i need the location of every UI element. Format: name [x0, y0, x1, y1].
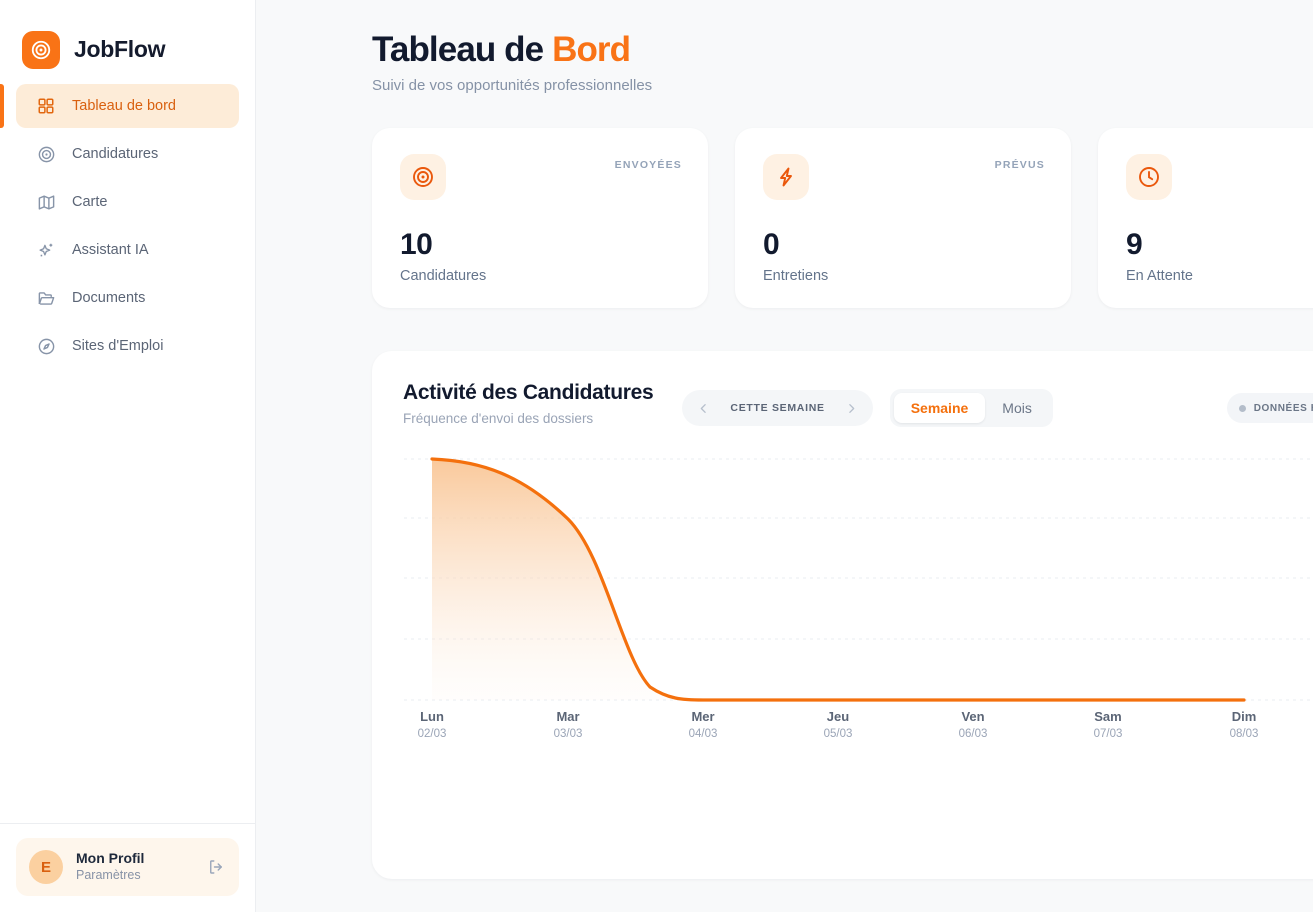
page-title-main: Tableau de	[372, 30, 553, 69]
sidebar-item-assistant-ia[interactable]: Assistant IA	[16, 228, 239, 272]
x-tick-date: 02/03	[417, 728, 447, 741]
chart-plot[interactable]	[372, 447, 1313, 747]
sidebar-item-carte[interactable]: Carte	[16, 180, 239, 224]
brand-name: JobFlow	[74, 36, 166, 62]
x-tick: Mer 04/03	[689, 709, 718, 740]
sidebar: JobFlow Tableau de bord	[0, 0, 256, 912]
x-tick: Jeu 05/03	[824, 709, 853, 740]
x-tick-date: 07/03	[1093, 728, 1123, 741]
stat-label: En Attente	[1126, 268, 1193, 285]
status-badge: DONNÉES HEBDOMADAIRES	[1226, 393, 1313, 424]
stat-tag: PRÉVUS	[994, 159, 1045, 172]
range-toggle: Semaine Mois	[889, 389, 1053, 428]
page-title: Tableau de Bord	[372, 30, 1313, 70]
profile-name: Mon Profil	[76, 850, 145, 867]
logout-icon[interactable]	[205, 856, 227, 878]
period-label: CETTE SEMAINE	[730, 402, 825, 415]
x-tick: Dim 08/03	[1230, 709, 1259, 740]
avatar: E	[29, 850, 63, 884]
sidebar-item-label: Assistant IA	[72, 242, 149, 258]
sidebar-item-documents[interactable]: Documents	[16, 276, 239, 320]
stat-tag: ENVOYÉES	[614, 159, 682, 172]
sidebar-item-label: Sites d'Emploi	[72, 338, 164, 354]
sidebar-item-label: Carte	[72, 194, 108, 210]
chart-line	[430, 457, 1246, 702]
badge-dot-icon	[1238, 404, 1246, 412]
x-tick-day: Lun	[420, 709, 444, 725]
stat-value: 0	[763, 228, 780, 262]
chevron-left-icon[interactable]	[690, 395, 716, 421]
stat-label: Candidatures	[400, 268, 487, 285]
chart-x-axis: Lun 02/03 Mar 03/03 Mer 04/03 Jeu 05/03 …	[372, 709, 1313, 759]
x-tick-day: Mar	[556, 709, 580, 725]
chart-title: Activité des Candidatures	[403, 381, 654, 405]
main-content: Tableau de Bord Suivi de vos opportunité…	[256, 0, 1313, 912]
map-icon	[36, 192, 56, 212]
x-tick-date: 03/03	[553, 728, 583, 741]
sidebar-item-label: Documents	[72, 290, 146, 306]
sidebar-item-label: Tableau de bord	[72, 98, 176, 114]
brand[interactable]: JobFlow	[0, 0, 255, 80]
page-subtitle: Suivi de vos opportunités professionnell…	[372, 77, 653, 95]
sidebar-item-label: Candidatures	[72, 146, 159, 162]
x-tick-date: 04/03	[688, 728, 718, 741]
sidebar-item-tableau-de-bord[interactable]: Tableau de bord	[0, 84, 239, 128]
chart-area-fill	[432, 459, 703, 701]
bolt-icon	[763, 154, 809, 201]
sparkles-icon	[36, 240, 56, 260]
stat-card-entretiens[interactable]: PRÉVUS 0 Entretiens	[735, 128, 1071, 309]
stat-card-top	[1126, 154, 1313, 201]
profile-subtitle: Paramètres	[76, 867, 141, 882]
x-tick: Mar 03/03	[554, 709, 583, 740]
x-tick-day: Sam	[1094, 709, 1122, 725]
x-tick-day: Jeu	[826, 709, 850, 725]
x-tick: Lun 02/03	[418, 709, 447, 740]
target-icon	[400, 154, 446, 201]
folder-icon	[36, 288, 56, 308]
x-tick-day: Dim	[1231, 709, 1257, 725]
stat-card-top: ENVOYÉES	[400, 154, 682, 201]
profile-card[interactable]: E Mon Profil Paramètres	[16, 838, 239, 896]
chart-controls: CETTE SEMAINE Semaine Mois DONNÉES HEBDO…	[682, 381, 1313, 428]
chart-titles: Activité des Candidatures Fréquence d'en…	[403, 381, 654, 427]
activity-chart-card: Activité des Candidatures Fréquence d'en…	[372, 351, 1313, 880]
x-tick-day: Mer	[691, 709, 715, 725]
sidebar-nav: Tableau de bord Candidatures	[0, 82, 255, 370]
sidebar-item-candidatures[interactable]: Candidatures	[16, 132, 239, 176]
chart-svg	[404, 457, 1313, 702]
x-tick-day: Ven	[961, 709, 985, 725]
chevron-right-icon[interactable]	[839, 395, 865, 421]
chart-header: Activité des Candidatures Fréquence d'en…	[372, 381, 1313, 428]
target-icon	[36, 144, 56, 164]
profile-text: Mon Profil Paramètres	[76, 850, 192, 883]
badge-label: DONNÉES HEBDOMADAIRES	[1253, 402, 1313, 414]
stat-value: 10	[400, 228, 433, 262]
page-header: Tableau de Bord Suivi de vos opportunité…	[256, 0, 1313, 94]
stat-value: 9	[1126, 228, 1143, 262]
page-title-accent: Bord	[552, 30, 631, 69]
stat-card-top: PRÉVUS	[763, 154, 1045, 201]
stat-card-candidatures[interactable]: ENVOYÉES 10 Candidatures	[372, 128, 708, 309]
x-tick: Sam 07/03	[1094, 709, 1123, 740]
compass-icon	[36, 336, 56, 356]
range-toggle-semaine[interactable]: Semaine	[893, 393, 986, 424]
period-navigator: CETTE SEMAINE	[682, 390, 873, 427]
sidebar-divider	[0, 823, 255, 824]
chart-subtitle: Fréquence d'envoi des dossiers	[403, 411, 594, 427]
sidebar-item-sites-demploi[interactable]: Sites d'Emploi	[16, 324, 239, 368]
sidebar-spacer	[0, 370, 255, 823]
range-toggle-mois[interactable]: Mois	[1002, 400, 1032, 417]
stats-row: ENVOYÉES 10 Candidatures PRÉVUS 0 Entret…	[256, 128, 1313, 309]
stat-card-en-attente[interactable]: 9 En Attente	[1098, 128, 1313, 309]
app-logo	[22, 30, 60, 69]
x-tick: Ven 06/03	[959, 709, 988, 740]
stat-label: Entretiens	[763, 268, 829, 285]
clock-icon	[1126, 154, 1172, 201]
x-tick-date: 08/03	[1229, 728, 1259, 741]
grid-icon	[36, 96, 56, 116]
x-tick-date: 05/03	[823, 728, 853, 741]
x-tick-date: 06/03	[958, 728, 988, 741]
